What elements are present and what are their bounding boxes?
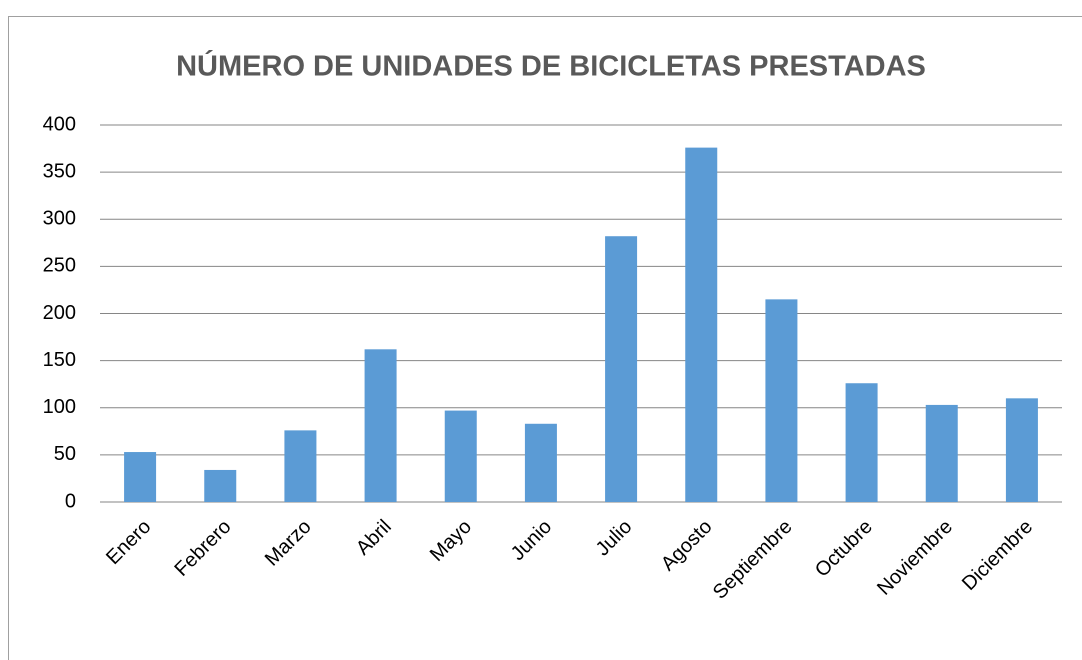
bar <box>685 147 718 502</box>
y-tick-label: 150 <box>43 349 76 371</box>
x-tick-label: Agosto <box>657 516 717 576</box>
x-tick-label: Mayo <box>426 516 476 566</box>
y-tick-label: 400 <box>43 113 76 135</box>
x-tick-label: Noviembre <box>873 516 957 600</box>
y-tick-label: 50 <box>54 443 76 465</box>
x-tick-label: Junio <box>507 516 556 565</box>
y-tick-label: 250 <box>43 255 76 277</box>
bar <box>444 410 477 502</box>
bar <box>284 430 317 502</box>
x-tick-label: Septiembre <box>709 516 797 604</box>
y-tick-label: 350 <box>43 160 76 182</box>
x-tick-label: Diciembre <box>958 516 1037 595</box>
bar <box>605 236 638 502</box>
y-tick-label: 0 <box>65 490 76 512</box>
bar <box>204 469 237 502</box>
chart-border <box>8 16 1082 660</box>
bar <box>845 383 878 502</box>
bar <box>1005 398 1038 502</box>
y-tick-label: 200 <box>43 302 76 324</box>
x-tick-label: Marzo <box>261 516 316 571</box>
y-tick-label: 300 <box>43 208 76 230</box>
bar <box>124 452 157 502</box>
y-tick-label: 100 <box>43 396 76 418</box>
x-tick-label: Abril <box>352 516 396 560</box>
bar <box>925 404 958 502</box>
x-tick-label: Febrero <box>170 516 235 581</box>
bar <box>765 299 798 502</box>
chart-title: NÚMERO DE UNIDADES DE BICICLETAS PRESTAD… <box>176 49 926 83</box>
x-tick-label: Julio <box>592 516 637 561</box>
x-tick-label: Octubre <box>811 516 877 582</box>
x-tick-label: Enero <box>102 516 155 569</box>
bar <box>524 423 557 502</box>
bar <box>364 349 397 502</box>
